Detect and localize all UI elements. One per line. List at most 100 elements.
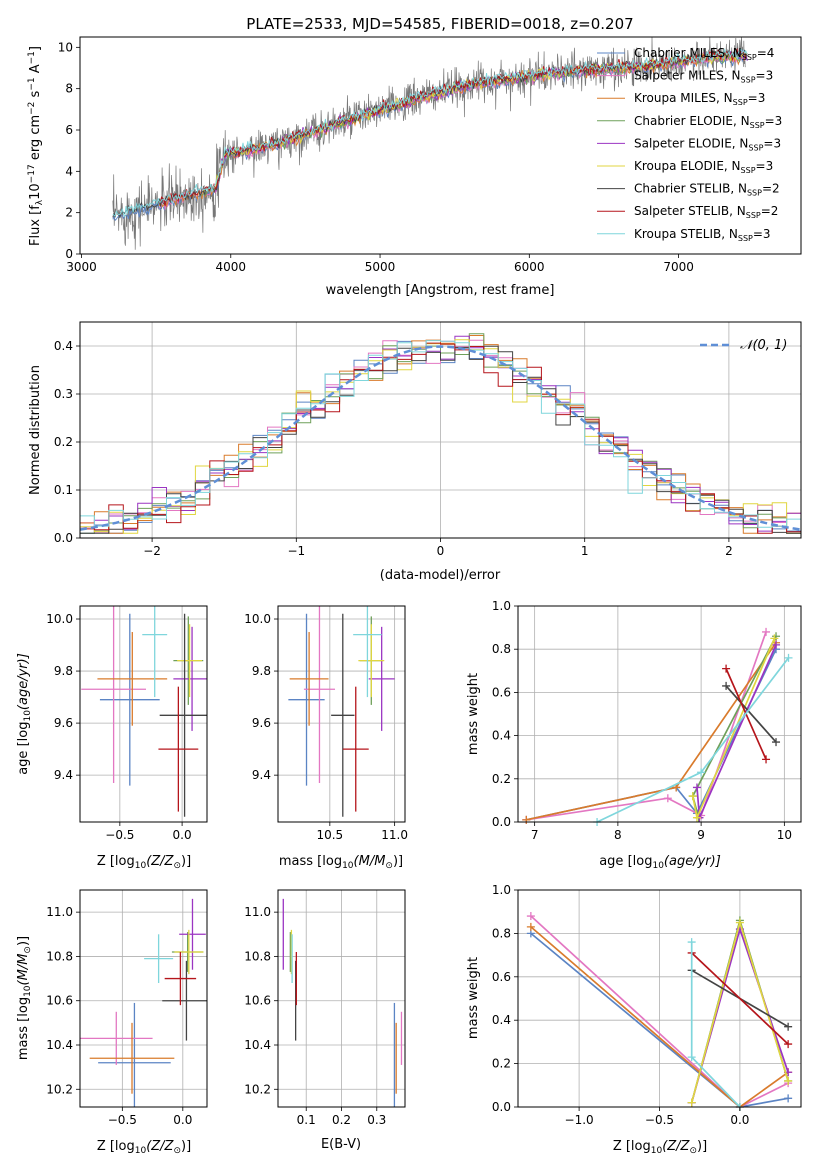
age-vs-metallicity-panel: −0.5 0.0 9.4 9.6 9.8 10.0 Z [log10(Z/Z⊙)] age… (16, 605, 208, 871)
legend-entry: Salpeter ELODIE, NSSP=3 (634, 136, 781, 152)
histogram-ticks: −2 −1 0 1 2 0.0 0.1 0.2 0.3 0.4 (54, 339, 733, 558)
mass-vs-metallicity-plot-area (80, 890, 207, 1107)
weight-marker (526, 922, 535, 931)
x-tick-label: 6000 (514, 260, 545, 274)
y-tick-label: 0.0 (492, 1100, 511, 1114)
y-tick-label: 0.8 (492, 642, 511, 656)
y-tick-label: 10.2 (244, 1082, 271, 1096)
y-tick-label: 0.4 (54, 339, 73, 353)
y-tick-label: 0.2 (492, 1057, 511, 1071)
x-tick-label: 2 (725, 544, 733, 558)
weight-marker (687, 938, 696, 947)
mass-vs-metallicity-frame (79, 889, 208, 1108)
x-tick-label: −0.5 (108, 1113, 137, 1127)
x-tick-label: −2 (143, 544, 161, 558)
y-tick-label: 0.3 (54, 387, 73, 401)
y-tick-label: 0.6 (492, 685, 511, 699)
x-tick-label: 1 (581, 544, 589, 558)
y-tick-label: 10.0 (46, 612, 73, 626)
age-vs-metallicity-ticks: −0.5 0.0 9.4 9.6 9.8 10.0 (46, 612, 191, 842)
weight-marker (772, 738, 781, 747)
y-tick-label: 10.6 (244, 994, 271, 1008)
weight-marker (784, 1076, 793, 1085)
x-tick-label: 9 (697, 828, 705, 842)
weight-marker (522, 815, 531, 824)
y-tick-label: 0.1 (54, 483, 73, 497)
histogram-xlabel: (data-model)/error (380, 568, 501, 583)
spectrum-ylabel: Flux [fλ10−17 erg cm−2 s−1 A−1] (27, 46, 45, 246)
mass-vs-extinction-ticks: 0.1 0.2 0.3 10.2 10.4 10.6 10.8 11.0 (244, 905, 386, 1127)
y-tick-label: 0.0 (54, 531, 73, 545)
y-tick-label: 4 (65, 164, 73, 178)
weight-vs-age-frame (517, 605, 802, 823)
x-tick-label: −0.5 (105, 828, 134, 842)
weight-marker (692, 783, 701, 792)
spectrum-title: PLATE=2533, MJD=54585, FIBERID=0018, z=0… (246, 15, 633, 33)
mass-vs-metallicity-ticks: −0.5 0.0 10.2 10.4 10.6 10.8 11.0 (46, 905, 192, 1127)
x-tick-label: 0.3 (367, 1113, 386, 1127)
age-vs-metallicity-ylabel: age [log10(age/yr)] (16, 653, 33, 775)
y-tick-label: 9.4 (54, 768, 73, 782)
legend-entry: Kroupa ELODIE, NSSP=3 (634, 159, 773, 175)
weight-series-line (725, 685, 777, 743)
x-tick-label: 4000 (215, 260, 246, 274)
weight-vs-age-ylabel: mass weight (466, 673, 481, 755)
histogram-panel: −2 −1 0 1 2 0.0 0.1 0.2 0.3 0.4 (data-model)/erro… (28, 321, 802, 583)
age-vs-mass-ticks: 10.5 11.0 9.4 9.6 9.8 10.0 (244, 612, 408, 842)
x-tick-label: −1.0 (565, 1113, 594, 1127)
mass-vs-metallicity-ylabel: mass [log10(M/M⊙)] (16, 936, 33, 1060)
age-vs-mass-xlabel: mass [log10(M/M⊙)] (279, 854, 403, 871)
legend-entry: Kroupa STELIB, NSSP=3 (634, 227, 771, 243)
spectrum-xlabel: wavelength [Angstrom, rest frame] (326, 283, 555, 298)
weight-marker (687, 1053, 696, 1062)
x-tick-label: 5000 (365, 260, 396, 274)
x-tick-label: 0.0 (173, 828, 192, 842)
y-tick-label: 9.6 (54, 716, 73, 730)
histogram-step-line (80, 333, 801, 534)
mass-vs-metallicity-xlabel: Z [log10(Z/Z⊙)] (97, 1139, 191, 1156)
weight-marker (735, 918, 744, 927)
y-tick-label: 11.0 (46, 905, 73, 919)
y-tick-label: 0 (65, 247, 73, 261)
x-tick-label: −1 (287, 544, 305, 558)
weight-marker (722, 664, 731, 673)
legend-entry: Salpeter MILES, NSSP=3 (634, 69, 773, 85)
x-tick-label: −0.5 (645, 1113, 674, 1127)
mass-vs-extinction-plot-area (278, 890, 405, 1107)
normal-curve (79, 345, 802, 531)
weight-marker (784, 1040, 793, 1049)
y-tick-label: 10.8 (46, 949, 73, 963)
y-tick-label: 10.6 (46, 994, 73, 1008)
y-tick-label: 0.6 (492, 970, 511, 984)
age-vs-metallicity-plot-area (80, 606, 207, 822)
age-vs-mass-panel: 10.5 11.0 9.4 9.6 9.8 10.0 mass [log10(M/M⊙)] (244, 605, 408, 871)
y-tick-label: 10.2 (46, 1082, 73, 1096)
y-tick-label: 0.0 (492, 815, 511, 829)
y-tick-label: 9.4 (252, 768, 271, 782)
y-tick-label: 0.4 (492, 729, 511, 743)
y-tick-label: 8 (65, 82, 73, 96)
x-tick-label: 0.0 (730, 1113, 749, 1127)
weight-marker (526, 912, 535, 921)
weight-marker (688, 792, 697, 801)
normal-legend-label: 𝒩(0, 1) (740, 338, 787, 353)
y-tick-label: 2 (65, 206, 73, 220)
weight-marker (663, 794, 672, 803)
legend-entry: Salpeter STELIB, NSSP=2 (634, 204, 778, 220)
legend-entry: Chabrier MILES, NSSP=4 (634, 46, 774, 62)
mass-vs-metallicity-panel: −0.5 0.0 10.2 10.4 10.6 10.8 11.0 Z [log10(Z/Z… (16, 889, 208, 1156)
spectrum-legend: Chabrier MILES, NSSP=4 Salpeter MILES, NS… (597, 46, 782, 243)
y-tick-label: 10 (58, 40, 73, 54)
age-vs-metallicity-xlabel: Z [log10(Z/Z⊙)] (97, 854, 191, 871)
x-tick-label: 0.2 (332, 1113, 351, 1127)
age-vs-metallicity-frame (79, 605, 208, 823)
weight-marker (692, 813, 701, 822)
spectrum-panel: PLATE=2533, MJD=54585, FIBERID=0018, z=0… (27, 15, 802, 298)
weight-vs-metallicity-xlabel: Z [log10(Z/Z⊙)] (613, 1139, 707, 1156)
legend-entry: Chabrier ELODIE, NSSP=3 (634, 114, 782, 130)
y-tick-label: 9.8 (252, 664, 271, 678)
weight-marker (770, 634, 779, 643)
x-tick-label: 0.1 (297, 1113, 316, 1127)
histogram-ylabel: Normed distribution (28, 365, 43, 495)
